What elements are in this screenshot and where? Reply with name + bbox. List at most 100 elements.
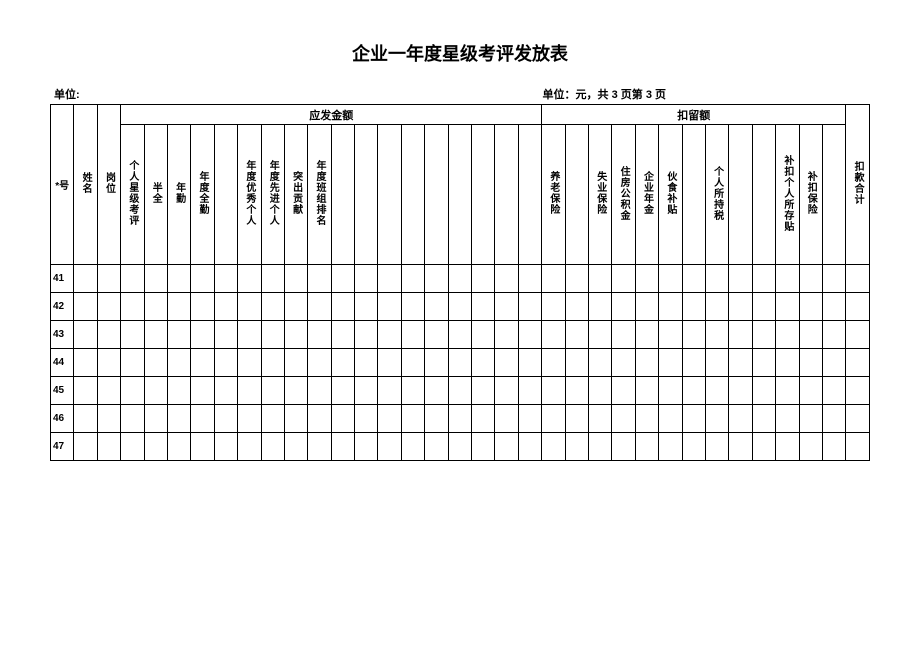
cell	[448, 405, 471, 433]
cell	[167, 405, 190, 433]
cell	[308, 265, 331, 293]
cell	[121, 321, 144, 349]
cell	[214, 293, 237, 321]
col-half-full: 半全	[144, 125, 167, 265]
cell	[495, 405, 518, 433]
cell	[284, 349, 307, 377]
cell	[705, 377, 728, 405]
cell	[705, 293, 728, 321]
cell	[518, 377, 541, 405]
cell	[74, 293, 97, 321]
cell	[729, 321, 752, 349]
cell	[682, 377, 705, 405]
col-empty	[448, 125, 471, 265]
cell	[74, 377, 97, 405]
cell	[331, 377, 354, 405]
cell	[214, 377, 237, 405]
cell	[448, 293, 471, 321]
cell	[261, 433, 284, 461]
cell	[238, 405, 261, 433]
cell	[472, 349, 495, 377]
cell	[97, 349, 120, 377]
cell	[401, 349, 424, 377]
cell	[822, 321, 845, 349]
cell	[822, 377, 845, 405]
cell	[121, 433, 144, 461]
table-body: 41424344454647	[51, 265, 870, 461]
col-meal-subsidy: 伙食补贴	[659, 125, 682, 265]
cell	[355, 321, 378, 349]
cell	[191, 293, 214, 321]
cell	[495, 377, 518, 405]
col-deduct-personal-deposit: 补扣个人所存贴	[776, 125, 799, 265]
cell	[846, 405, 870, 433]
col-empty	[565, 125, 588, 265]
cell	[401, 405, 424, 433]
cell	[144, 349, 167, 377]
cell	[565, 349, 588, 377]
cell	[238, 349, 261, 377]
col-empty	[518, 125, 541, 265]
cell	[331, 265, 354, 293]
cell	[729, 433, 752, 461]
cell	[167, 293, 190, 321]
cell	[74, 265, 97, 293]
cell	[308, 405, 331, 433]
cell	[448, 377, 471, 405]
cell	[565, 377, 588, 405]
cell	[612, 377, 635, 405]
cell	[589, 321, 612, 349]
col-name: 姓名	[74, 105, 97, 265]
cell	[589, 293, 612, 321]
cell	[589, 405, 612, 433]
cell	[261, 405, 284, 433]
cell	[659, 293, 682, 321]
cell	[425, 433, 448, 461]
cell	[355, 265, 378, 293]
cell	[495, 349, 518, 377]
meta-unit-label: 单位:	[54, 86, 80, 102]
col-deduct-total: 扣款合计	[846, 105, 870, 265]
cell	[705, 265, 728, 293]
col-outstanding: 突出贡献	[284, 125, 307, 265]
cell	[472, 405, 495, 433]
cell	[214, 265, 237, 293]
cell	[589, 377, 612, 405]
cell	[659, 377, 682, 405]
col-empty	[682, 125, 705, 265]
cell	[472, 377, 495, 405]
cell	[401, 321, 424, 349]
cell	[238, 377, 261, 405]
cell	[752, 293, 775, 321]
cell	[308, 321, 331, 349]
cell	[448, 265, 471, 293]
cell	[542, 265, 565, 293]
cell	[776, 433, 799, 461]
cell	[472, 293, 495, 321]
cell	[846, 377, 870, 405]
cell	[97, 293, 120, 321]
cell	[752, 321, 775, 349]
cell	[97, 433, 120, 461]
cell	[401, 293, 424, 321]
cell	[331, 321, 354, 349]
cell	[284, 433, 307, 461]
cell	[659, 321, 682, 349]
col-income-tax: 个人所持税	[705, 125, 728, 265]
meta-page-info: 单位：元，共 3 页第 3 页	[543, 86, 666, 102]
cell	[144, 433, 167, 461]
cell	[565, 405, 588, 433]
col-empty	[425, 125, 448, 265]
cell	[284, 265, 307, 293]
cell	[799, 405, 822, 433]
cell	[822, 405, 845, 433]
cell	[635, 321, 658, 349]
cell	[308, 433, 331, 461]
cell	[799, 293, 822, 321]
cell	[822, 349, 845, 377]
cell	[191, 377, 214, 405]
col-empty	[401, 125, 424, 265]
cell	[542, 293, 565, 321]
col-deduct-insurance: 补扣保险	[799, 125, 822, 265]
cell	[589, 265, 612, 293]
